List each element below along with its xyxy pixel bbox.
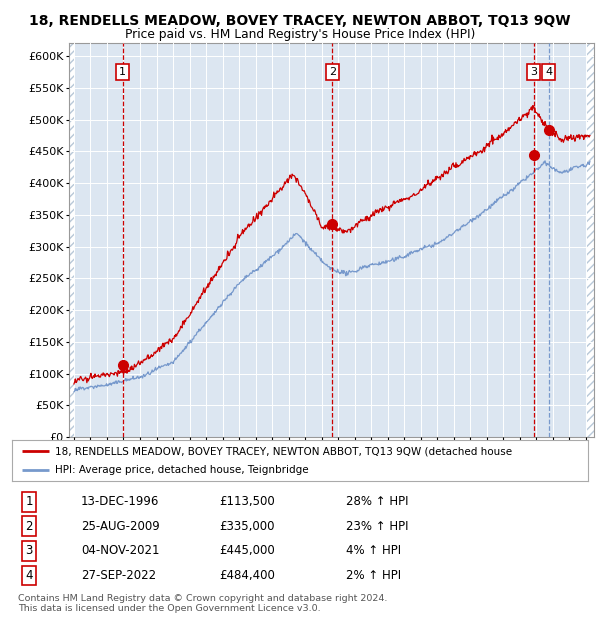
Text: 04-NOV-2021: 04-NOV-2021 — [81, 544, 160, 557]
Text: 2: 2 — [26, 520, 33, 533]
Text: 4: 4 — [26, 569, 33, 582]
Text: 25-AUG-2009: 25-AUG-2009 — [81, 520, 160, 533]
Text: 3: 3 — [26, 544, 33, 557]
Text: Contains HM Land Registry data © Crown copyright and database right 2024.: Contains HM Land Registry data © Crown c… — [18, 594, 388, 603]
Text: 18, RENDELLS MEADOW, BOVEY TRACEY, NEWTON ABBOT, TQ13 9QW (detached house: 18, RENDELLS MEADOW, BOVEY TRACEY, NEWTO… — [55, 446, 512, 456]
Text: 28% ↑ HPI: 28% ↑ HPI — [346, 495, 409, 508]
Text: 2% ↑ HPI: 2% ↑ HPI — [346, 569, 401, 582]
Text: 23% ↑ HPI: 23% ↑ HPI — [346, 520, 409, 533]
Text: 18, RENDELLS MEADOW, BOVEY TRACEY, NEWTON ABBOT, TQ13 9QW: 18, RENDELLS MEADOW, BOVEY TRACEY, NEWTO… — [29, 14, 571, 28]
Bar — [69, 43, 74, 437]
Text: 13-DEC-1996: 13-DEC-1996 — [81, 495, 160, 508]
Text: £113,500: £113,500 — [220, 495, 275, 508]
Text: 1: 1 — [26, 495, 33, 508]
Text: HPI: Average price, detached house, Teignbridge: HPI: Average price, detached house, Teig… — [55, 466, 309, 476]
Text: £484,400: £484,400 — [220, 569, 275, 582]
Text: This data is licensed under the Open Government Licence v3.0.: This data is licensed under the Open Gov… — [18, 604, 320, 613]
Text: 4% ↑ HPI: 4% ↑ HPI — [346, 544, 401, 557]
Text: 3: 3 — [530, 67, 537, 77]
Text: 4: 4 — [545, 67, 552, 77]
Text: Price paid vs. HM Land Registry's House Price Index (HPI): Price paid vs. HM Land Registry's House … — [125, 28, 475, 41]
Text: £445,000: £445,000 — [220, 544, 275, 557]
Text: £335,000: £335,000 — [220, 520, 275, 533]
Text: 2: 2 — [329, 67, 336, 77]
Text: 1: 1 — [119, 67, 127, 77]
Bar — [587, 43, 594, 437]
Text: 27-SEP-2022: 27-SEP-2022 — [81, 569, 156, 582]
